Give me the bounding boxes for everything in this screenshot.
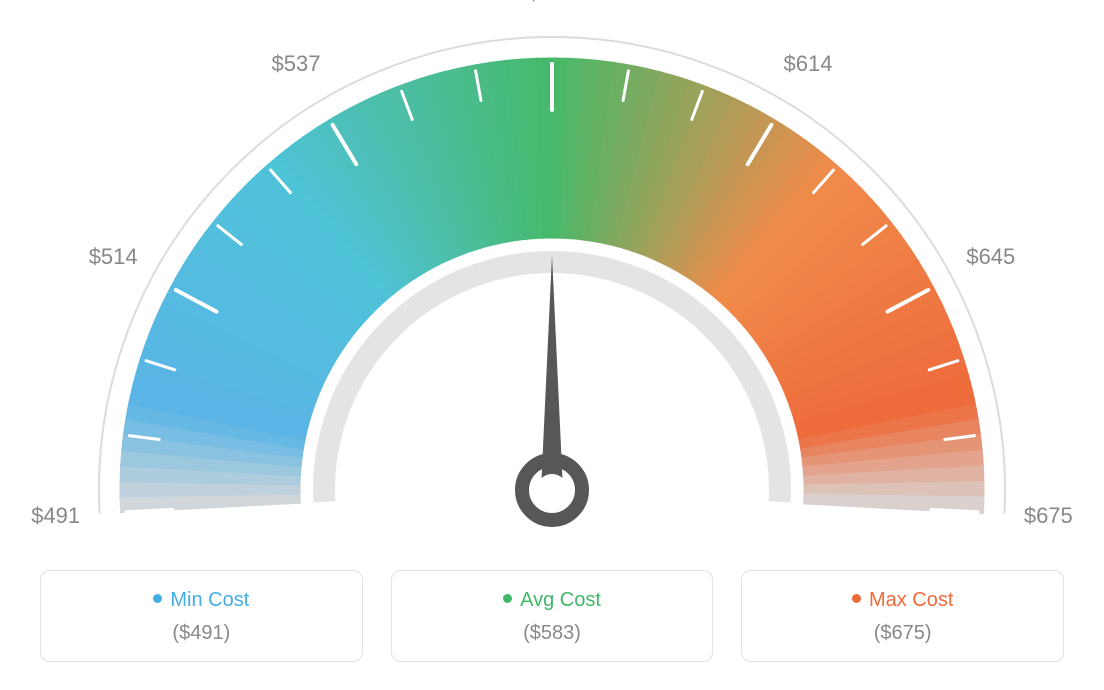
min-cost-label: Min Cost <box>170 589 249 611</box>
gauge-svg <box>0 0 1104 560</box>
avg-cost-label: Avg Cost <box>520 589 601 611</box>
max-cost-title: Max Cost <box>752 589 1053 612</box>
gauge-tick-label: $491 <box>31 503 80 529</box>
min-cost-value: ($491) <box>51 622 352 645</box>
avg-cost-value: ($583) <box>402 622 703 645</box>
cost-gauge: $491 $514 $537 $583 $614 $645 $675 <box>0 0 1104 540</box>
gauge-tick-label: $583 <box>528 0 577 6</box>
max-cost-value: ($675) <box>752 622 1053 645</box>
min-cost-dot <box>153 594 162 603</box>
avg-cost-card: Avg Cost ($583) <box>391 570 714 662</box>
gauge-tick-label: $614 <box>783 51 832 77</box>
gauge-tick-label: $537 <box>272 51 321 77</box>
min-cost-card: Min Cost ($491) <box>40 570 363 662</box>
max-cost-label: Max Cost <box>869 589 953 611</box>
min-cost-title: Min Cost <box>51 589 352 612</box>
max-cost-card: Max Cost ($675) <box>741 570 1064 662</box>
gauge-tick-label: $645 <box>966 244 1015 270</box>
avg-cost-title: Avg Cost <box>402 589 703 612</box>
summary-cards: Min Cost ($491) Avg Cost ($583) Max Cost… <box>40 570 1064 662</box>
max-cost-dot <box>852 594 861 603</box>
gauge-tick-label: $514 <box>89 244 138 270</box>
avg-cost-dot <box>503 594 512 603</box>
gauge-tick-label: $675 <box>1024 503 1073 529</box>
